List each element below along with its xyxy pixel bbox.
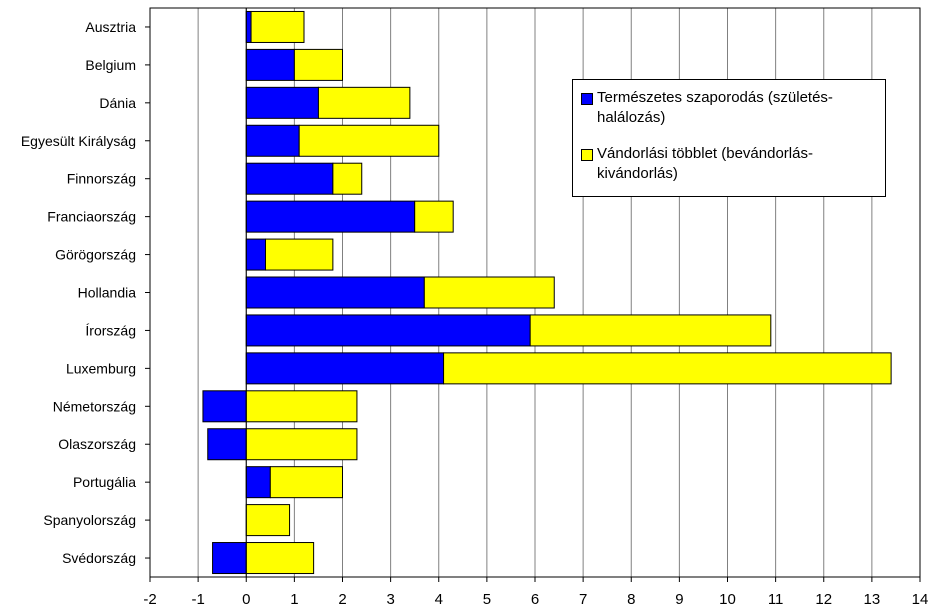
x-tick-label: 12 xyxy=(815,591,832,608)
category-label: Portugália xyxy=(73,474,136,490)
x-tick-label: 10 xyxy=(719,591,736,608)
bar-natural-increase xyxy=(245,48,295,81)
bar-migration xyxy=(298,124,440,157)
bar-natural-increase xyxy=(212,542,247,575)
category-label: Írország xyxy=(85,322,136,338)
category-label: Ausztria xyxy=(85,19,136,35)
x-tick-label: 13 xyxy=(864,591,881,608)
bar-natural-increase xyxy=(202,390,247,423)
category-label: Dánia xyxy=(99,95,136,111)
bar-natural-increase xyxy=(245,276,425,309)
category-label: Finnország xyxy=(67,171,136,187)
legend-swatch-yellow xyxy=(581,149,593,161)
bar-migration xyxy=(529,314,772,347)
bar-natural-increase xyxy=(245,200,416,233)
bar-natural-increase xyxy=(245,466,271,499)
x-tick-label: 3 xyxy=(386,591,394,608)
category-label: Olaszország xyxy=(58,436,136,452)
x-tick-label: 2 xyxy=(338,591,346,608)
bar-migration xyxy=(245,390,358,423)
x-tick-label: 6 xyxy=(531,591,539,608)
bar-migration xyxy=(414,200,454,233)
x-tick-label: 8 xyxy=(627,591,635,608)
category-label: Görögország xyxy=(55,247,136,263)
bar-natural-increase xyxy=(245,86,319,119)
bar-migration xyxy=(443,352,892,385)
category-label: Luxemburg xyxy=(66,360,136,376)
legend-label-migration: Vándorlási többlet (bevándorlás-kivándor… xyxy=(597,145,813,182)
x-tick-label: 5 xyxy=(483,591,491,608)
x-tick-label: 1 xyxy=(290,591,298,608)
bar-migration xyxy=(245,428,358,461)
bar-migration xyxy=(245,504,291,537)
x-tick-label: 14 xyxy=(912,591,929,608)
x-tick-label: 4 xyxy=(435,591,443,608)
bar-natural-increase xyxy=(245,314,531,347)
bar-migration xyxy=(265,238,334,271)
x-tick-label: 11 xyxy=(768,591,784,608)
category-label: Belgium xyxy=(85,57,136,73)
x-tick-label: 0 xyxy=(242,591,250,608)
bar-migration xyxy=(332,162,363,195)
x-tick-label: 9 xyxy=(675,591,683,608)
x-tick-label: -1 xyxy=(191,591,204,608)
category-label: Franciaország xyxy=(47,209,136,225)
bar-natural-increase xyxy=(245,124,300,157)
category-label: Svédország xyxy=(62,550,136,566)
bar-migration xyxy=(250,10,305,43)
x-tick-labels: -2 -1 0 1 2 3 4 5 6 7 8 9 10 11 12 13 14 xyxy=(143,577,928,608)
x-tick-label: 7 xyxy=(579,591,587,608)
category-label: Németország xyxy=(53,398,136,414)
bars-group xyxy=(202,8,892,577)
legend: Természetes szaporodás (születés-haláloz… xyxy=(572,79,886,197)
bar-natural-increase xyxy=(207,428,247,461)
legend-swatch-blue xyxy=(581,93,593,105)
bar-migration xyxy=(293,48,343,81)
legend-label-natural-increase: Természetes szaporodás (születés-haláloz… xyxy=(597,89,833,126)
category-label: Spanyolország xyxy=(43,512,136,528)
bar-natural-increase xyxy=(245,238,266,271)
plot-frame xyxy=(149,7,921,578)
category-label: Hollandia xyxy=(78,285,137,301)
category-labels: Ausztria Belgium Dánia Egyesült Királyság Fi… xyxy=(21,19,150,566)
bar-natural-increase xyxy=(245,10,252,43)
category-label: Egyesült Királyság xyxy=(21,133,136,149)
bar-natural-increase xyxy=(245,162,334,195)
bar-migration xyxy=(423,276,555,309)
bar-migration xyxy=(269,466,343,499)
bar-natural-increase xyxy=(245,352,445,385)
x-tick-label: -2 xyxy=(143,591,156,608)
bar-migration xyxy=(245,542,315,575)
bar-migration xyxy=(317,86,411,119)
